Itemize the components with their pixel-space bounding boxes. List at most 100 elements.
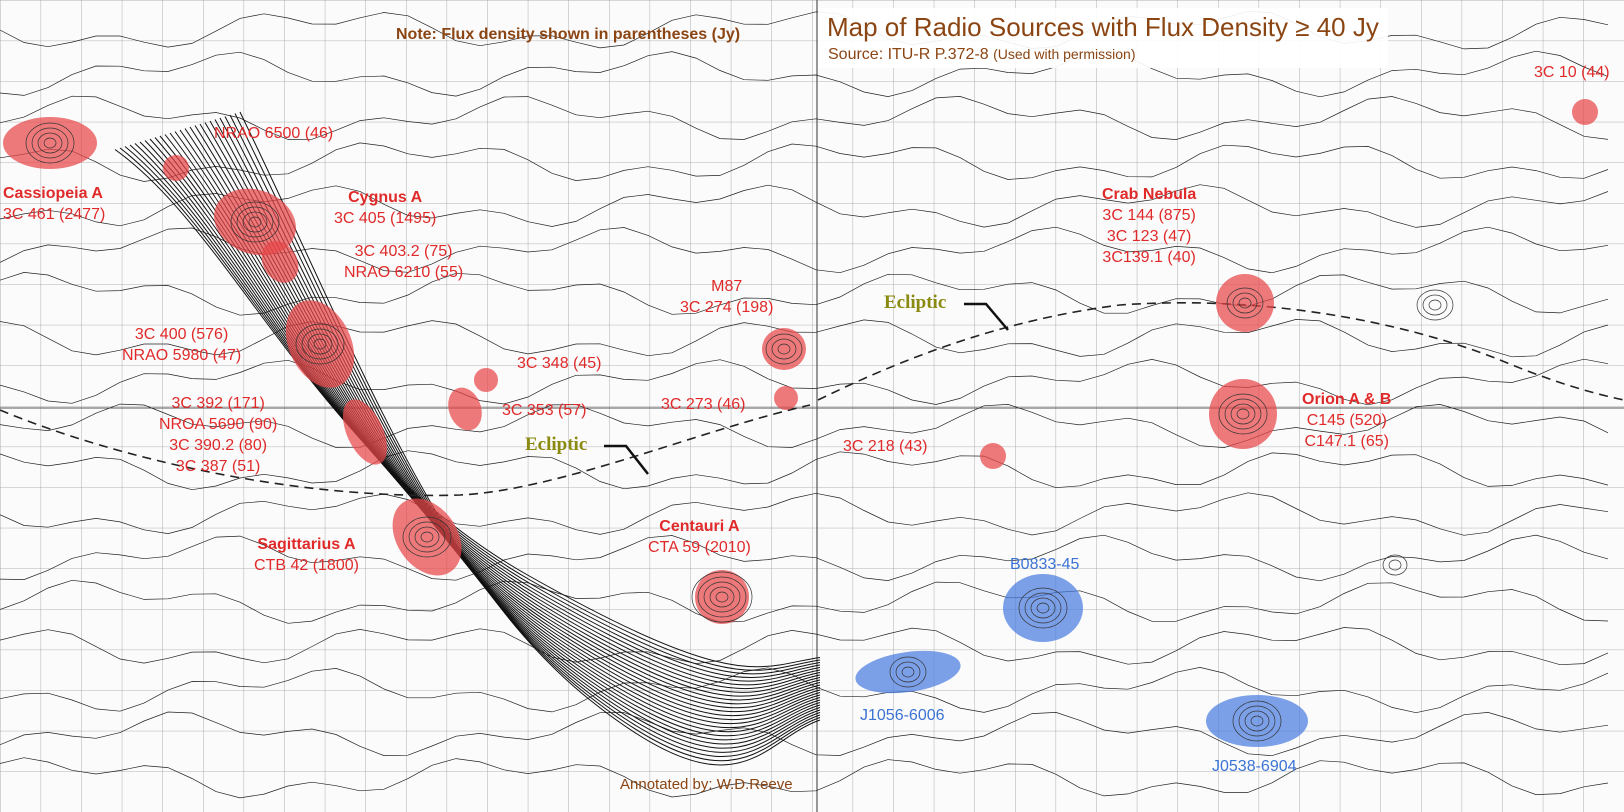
contour-ring: [1218, 393, 1268, 435]
contour-ring: [771, 338, 797, 360]
marker-sagittarius-a[interactable]: [378, 485, 475, 588]
marker-j1056-6006[interactable]: [853, 645, 964, 699]
label-cassiopeia-a[interactable]: Cassiopeia A 3C 461 (2477): [3, 183, 105, 225]
contour-line: [0, 757, 1609, 799]
marker-nrao-6500[interactable]: [163, 155, 189, 181]
ecliptic-path-right: [817, 301, 1624, 401]
contour-ring: [414, 526, 440, 548]
contour-ring: [31, 127, 69, 159]
marker-3c-403-2[interactable]: [254, 234, 305, 289]
label-3c-353[interactable]: 3C 353 (57): [502, 400, 587, 421]
label-flux: C147.1 (65): [1304, 433, 1389, 450]
label-m87[interactable]: M87 3C 274 (198): [680, 276, 773, 318]
contour-ring: [765, 333, 803, 365]
label-flux: 3C 387 (51): [175, 458, 261, 475]
contour-ring: [1428, 299, 1442, 311]
contour-ring: [697, 576, 747, 618]
marker-3c-400[interactable]: [272, 289, 367, 399]
contour-line: [0, 50, 1609, 98]
contour-ring: [1226, 287, 1264, 319]
contour-line: [0, 534, 1609, 582]
galactic-contour: [164, 134, 821, 705]
marker-m87[interactable]: [762, 328, 806, 370]
label-name: Orion A & B: [1302, 391, 1392, 408]
galactic-contour: [174, 131, 821, 713]
contour-line: [0, 95, 1609, 140]
label-name: Centauri A: [659, 518, 740, 535]
marker-3c-273[interactable]: [774, 386, 798, 410]
contour-ring: [420, 531, 434, 543]
label-flux: 3C 400 (576): [134, 326, 229, 343]
galactic-contour: [194, 125, 821, 729]
ecliptic-path-left: [0, 404, 811, 497]
marker-3c-348[interactable]: [474, 368, 498, 392]
marker-3c-353[interactable]: [442, 383, 487, 435]
source-markers: [3, 99, 1598, 747]
label-sagittarius-a[interactable]: Sagittarius A CTB 42 (1800): [254, 534, 359, 576]
marker-3c-10[interactable]: [1572, 99, 1598, 125]
contour-line: [0, 403, 1609, 448]
galactic-contour: [139, 141, 821, 686]
label-3c-392[interactable]: 3C 392 (171) NROA 5690 (90) 3C 390.2 (80…: [159, 393, 277, 477]
label-3c-218[interactable]: 3C 218 (43): [843, 436, 928, 457]
label-flux: 3C139.1 (40): [1102, 249, 1196, 266]
label-flux: NRAO 5980 (47): [122, 347, 242, 364]
label-cygnus-a[interactable]: Cygnus A 3C 405 (1495): [334, 187, 436, 229]
label-flux: C145 (520): [1306, 412, 1387, 429]
label-nrao-6500[interactable]: NRAO 6500 (46): [214, 123, 333, 144]
label-3c-400[interactable]: 3C 400 (576) NRAO 5980 (47): [122, 324, 241, 366]
galactic-plane-contours: [114, 111, 821, 766]
contour-ring: [248, 216, 262, 228]
galactic-contour: [124, 146, 821, 675]
label-flux: 3C 144 (875): [1102, 207, 1196, 224]
label-3c-273[interactable]: 3C 273 (46): [661, 394, 746, 415]
ecliptic-label-left: Ecliptic: [525, 434, 588, 455]
label-j0538-6904[interactable]: J0538-6904: [1212, 756, 1297, 777]
label-crab-nebula[interactable]: Crab Nebula 3C 144 (875) 3C 123 (47) 3C1…: [1102, 184, 1196, 268]
label-3c-348[interactable]: 3C 348 (45): [517, 353, 602, 374]
galactic-contour: [159, 135, 821, 701]
source-contour-rings: [25, 122, 1454, 742]
marker-orion-a-b[interactable]: [1209, 379, 1277, 449]
label-name: J0538-6904: [1212, 758, 1297, 775]
contour-ring: [236, 206, 274, 238]
galactic-contour: [144, 140, 821, 689]
label-flux: 3C 123 (47): [1106, 228, 1192, 245]
contour-ring: [1388, 559, 1402, 571]
map-title: Map of Radio Sources with Flux Density ≥…: [827, 12, 1379, 42]
label-3c-403-2[interactable]: 3C 403.2 (75) NRAO 6210 (55): [344, 241, 463, 283]
label-name: Sagittarius A: [257, 536, 356, 553]
contour-ring: [777, 343, 791, 355]
label-j1056-6006[interactable]: J1056-6006: [860, 705, 945, 726]
galactic-contour: [169, 132, 821, 709]
galactic-contour: [149, 138, 821, 693]
contour-ring: [1250, 715, 1264, 727]
contour-ring: [1416, 289, 1454, 321]
contour-line: [0, 358, 1609, 406]
label-flux: 3C 218 (43): [843, 438, 928, 455]
label-3c-10[interactable]: 3C 10 (44): [1534, 62, 1610, 83]
marker-centauri-a[interactable]: [695, 570, 749, 624]
contour-ring: [901, 666, 915, 678]
contour-ring: [1230, 403, 1256, 425]
label-b0833-45[interactable]: B0833-45: [1010, 554, 1079, 575]
contour-ring: [709, 586, 735, 608]
contour-ring: [408, 521, 446, 553]
contour-ring: [1224, 398, 1262, 430]
marker-3c-218[interactable]: [980, 443, 1006, 469]
marker-3c-392[interactable]: [334, 393, 396, 472]
label-orion-a-b[interactable]: Orion A & B C145 (520) C147.1 (65): [1302, 389, 1391, 452]
marker-b0833-45[interactable]: [1003, 574, 1083, 642]
galactic-contour: [214, 119, 821, 745]
galactic-contour: [114, 149, 821, 668]
label-centauri-a[interactable]: Centauri A CTA 59 (2010): [648, 516, 751, 558]
contour-ring: [301, 328, 339, 360]
marker-cassiopeia-a[interactable]: [3, 117, 97, 169]
marker-crab-nebula[interactable]: [1216, 274, 1274, 332]
label-flux: 3C 405 (1495): [334, 210, 437, 227]
galactic-contour: [224, 116, 821, 753]
marker-cygnus-a[interactable]: [205, 178, 306, 267]
marker-j0538-6904[interactable]: [1206, 695, 1308, 747]
contour-ring: [1024, 592, 1062, 624]
galactic-contour: [239, 111, 821, 766]
